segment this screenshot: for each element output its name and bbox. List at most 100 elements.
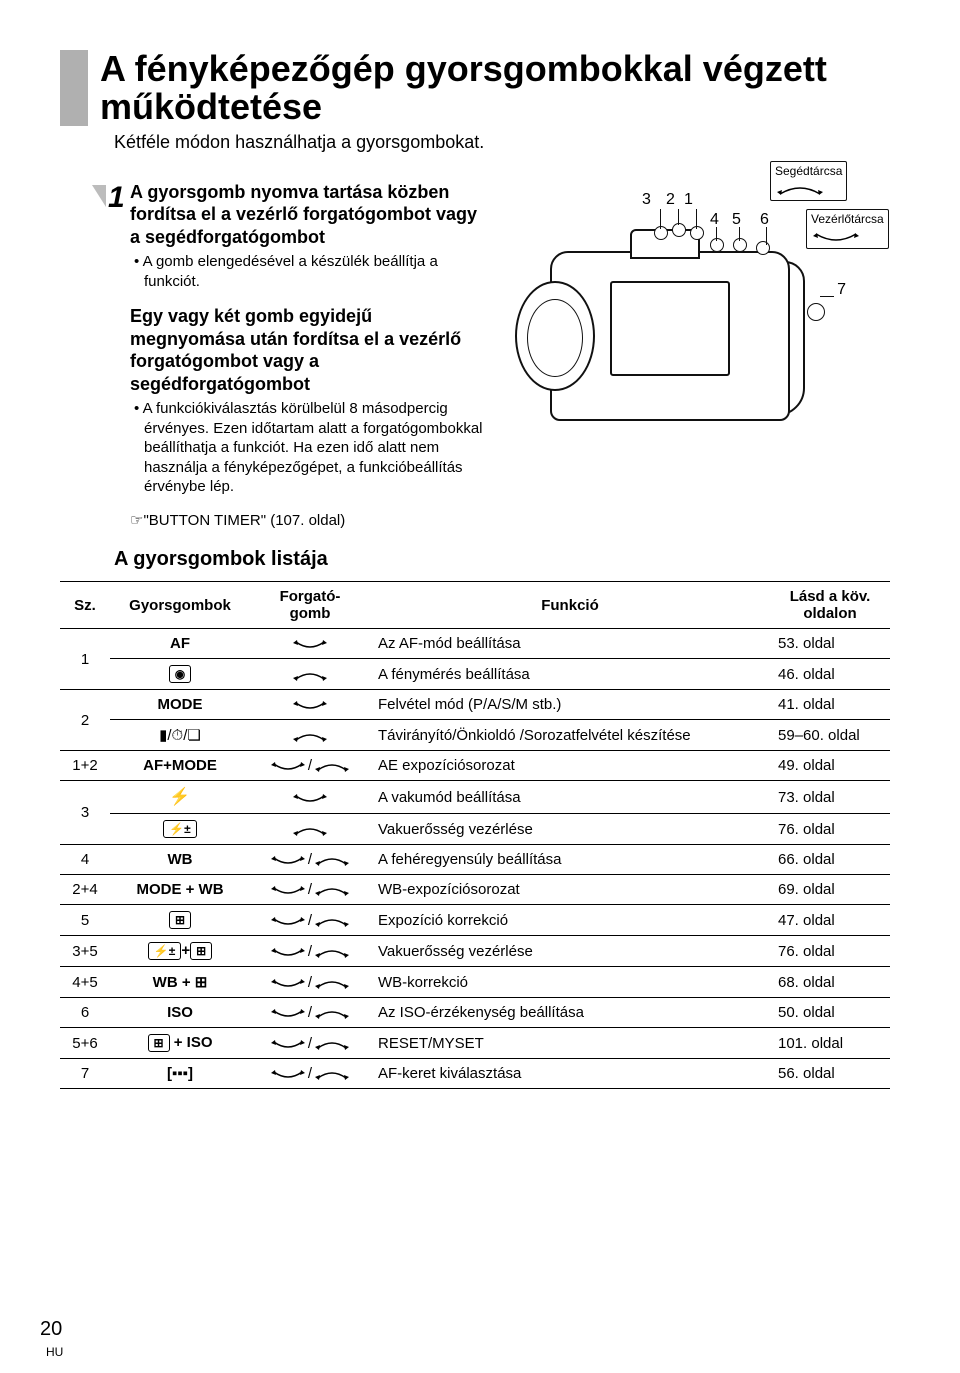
shortcut-list-title: A gyorsgombok listája [114,548,890,571]
step-text-column: A gyorsgomb nyomva tartása közben fordít… [130,181,510,531]
cell-dial [250,814,370,845]
cell-button: ISO [110,998,250,1028]
table-row: ⚡±Vakuerősség vezérlése76. oldal [60,814,890,845]
cell-function: Expozíció korrekció [370,905,770,936]
cell-dial: / [250,936,370,967]
camera-button-3-icon [654,226,668,240]
cell-function: AF-keret kiválasztása [370,1059,770,1089]
cell-dial [250,690,370,720]
cell-function: A fehéregyensúly beállítása [370,845,770,875]
table-row: 5+6⊞ + ISO/RESET/MYSET101. oldal [60,1028,890,1059]
step-bullet-2: A funkciókiválasztás körülbelül 8 másodp… [130,399,492,497]
table-row: 2+4MODE + WB/WB-expozíciósorozat69. olda… [60,875,890,905]
page-title-block: A fényképezőgép gyorsgombokkal végzett m… [60,50,890,126]
callout-1: 1 [684,191,693,209]
table-row: 4WB/A fehéregyensúly beállítása66. oldal [60,845,890,875]
page-title: A fényképezőgép gyorsgombokkal végzett m… [100,50,890,126]
shortcut-table: Sz. Gyorsgombok Forgató- gomb Funkció Lá… [60,581,890,1089]
cell-function: RESET/MYSET [370,1028,770,1059]
cell-dial [250,659,370,690]
cell-sz: 2 [60,690,110,751]
cell-page-ref: 46. oldal [770,659,890,690]
cell-dial [250,781,370,814]
cell-sz: 2+4 [60,875,110,905]
cell-function: A vakumód beállítása [370,781,770,814]
step-heading-2: Egy vagy két gomb egyidejű megnyomása ut… [130,305,492,395]
cell-page-ref: 68. oldal [770,967,890,998]
cell-function: Vakuerősség vezérlése [370,936,770,967]
main-dial-icon [811,228,861,246]
cell-page-ref: 47. oldal [770,905,890,936]
th-page: Lásd a köv. oldalon [770,582,890,629]
cell-button: AF [110,629,250,659]
callout-4: 4 [710,211,719,229]
cell-button: MODE + WB [110,875,250,905]
cell-sz: 1 [60,629,110,690]
cell-function: Távirányító/Önkioldó /Sorozatfelvétel ké… [370,720,770,751]
cell-page-ref: 56. oldal [770,1059,890,1089]
cell-page-ref: 101. oldal [770,1028,890,1059]
language-code: HU [46,1345,63,1359]
cell-dial: / [250,845,370,875]
camera-lcd-outline [610,281,730,376]
cell-page-ref: 49. oldal [770,751,890,781]
table-header-row: Sz. Gyorsgombok Forgató- gomb Funkció Lá… [60,582,890,629]
table-row: 5⊞/Expozíció korrekció47. oldal [60,905,890,936]
table-row: 1+2AF+MODE/AE expozíciósorozat49. oldal [60,751,890,781]
cell-button: AF+MODE [110,751,250,781]
cell-dial [250,629,370,659]
page-number: 20 [40,1318,62,1341]
cell-button: ▮/⏱/❏ [110,720,250,751]
camera-button-6-icon [756,241,770,255]
cell-function: AE expozíciósorozat [370,751,770,781]
camera-button-2-icon [672,223,686,237]
camera-button-7-icon [807,303,825,321]
cell-button: ⚡ [110,781,250,814]
table-row: 4+5WB + ⊞/WB-korrekció68. oldal [60,967,890,998]
cell-page-ref: 41. oldal [770,690,890,720]
th-dial: Forgató- gomb [250,582,370,629]
cell-sz: 7 [60,1059,110,1089]
cell-function: Vakuerősség vezérlése [370,814,770,845]
cell-sz: 4 [60,845,110,875]
cell-sz: 3 [60,781,110,845]
th-buttons: Gyorsgombok [110,582,250,629]
step-bullet-1: A gomb elengedésével a készülék beállítj… [130,252,492,291]
cell-dial: / [250,1028,370,1059]
table-row: 3+5⚡±+⊞/Vakuerősség vezérlése76. oldal [60,936,890,967]
table-row: 6ISO/Az ISO-érzékenység beállítása50. ol… [60,998,890,1028]
table-row: ◉A fénymérés beállítása46. oldal [60,659,890,690]
cell-dial: / [250,1059,370,1089]
cell-button: ◉ [110,659,250,690]
cell-sz: 6 [60,998,110,1028]
step-number: 1 [108,181,125,215]
callout-6: 6 [760,211,769,229]
cell-function: WB-expozíciósorozat [370,875,770,905]
main-dial-label-text: Vezérlőtárcsa [811,212,884,226]
cell-page-ref: 76. oldal [770,936,890,967]
cell-dial [250,720,370,751]
cell-function: WB-korrekció [370,967,770,998]
sub-dial-label: Segédtárcsa [770,161,847,201]
cell-page-ref: 59–60. oldal [770,720,890,751]
step-crossref: ☞"BUTTON TIMER" (107. oldal) [130,511,492,531]
step-heading-1: A gyorsgomb nyomva tartása közben fordít… [130,181,492,249]
cell-dial: / [250,905,370,936]
camera-lens-outline [515,281,595,391]
table-row: ▮/⏱/❏ Távirányító/Önkioldó /Sorozatfelvét… [60,720,890,751]
table-row: 3⚡A vakumód beállítása73. oldal [60,781,890,814]
cell-dial: / [250,751,370,781]
camera-diagram: Segédtárcsa Vezérlőtárcsa [510,181,890,531]
cell-sz: 4+5 [60,967,110,998]
title-accent-bar [60,50,88,126]
table-row: 7[▪▪▪]/AF-keret kiválasztása56. oldal [60,1059,890,1089]
callout-7: 7 [837,281,846,299]
sub-dial-label-text: Segédtárcsa [775,164,842,178]
callout-3: 3 [642,191,651,209]
cell-button: ⊞ [110,905,250,936]
cell-page-ref: 53. oldal [770,629,890,659]
cell-button: WB [110,845,250,875]
cell-button: [▪▪▪] [110,1059,250,1089]
table-row: 1AFAz AF-mód beállítása53. oldal [60,629,890,659]
sub-dial-icon [775,180,825,198]
